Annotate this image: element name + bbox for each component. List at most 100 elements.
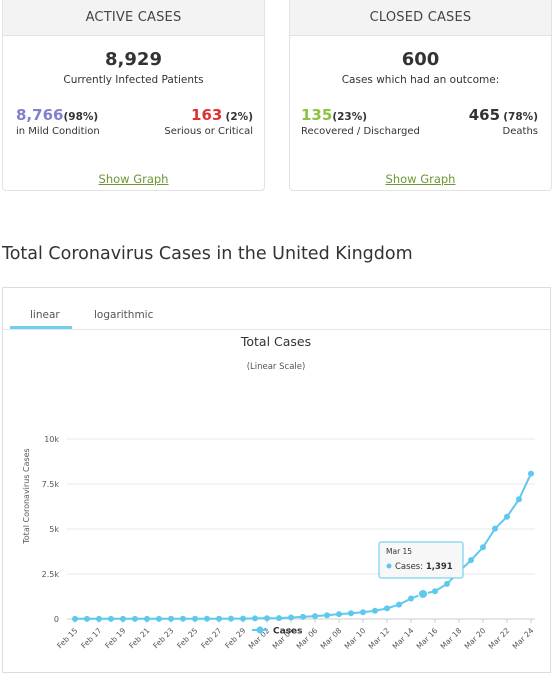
serious-condition-stat: 163 (2%) Serious or Critical bbox=[164, 106, 253, 137]
x-tick-label: Feb 17 bbox=[79, 626, 103, 650]
data-point[interactable] bbox=[108, 615, 114, 622]
data-point[interactable] bbox=[528, 470, 534, 477]
tooltip-series-name: Cases bbox=[395, 562, 421, 572]
tab-linear[interactable]: linear bbox=[30, 309, 60, 321]
closed-show-graph-link[interactable]: Show Graph bbox=[385, 172, 456, 186]
tooltip-series-marker bbox=[386, 563, 392, 569]
x-tick-label: Mar 16 bbox=[415, 626, 440, 651]
mild-condition-stat: 8,766(98%) in Mild Condition bbox=[16, 106, 100, 137]
active-show-graph-link[interactable]: Show Graph bbox=[98, 172, 169, 186]
data-point[interactable] bbox=[516, 496, 522, 503]
x-tick-label: Feb 15 bbox=[55, 626, 79, 650]
mild-count: 8,766 bbox=[16, 106, 64, 124]
data-point[interactable] bbox=[504, 513, 510, 520]
data-point[interactable] bbox=[156, 615, 162, 622]
closed-cases-header: CLOSED CASES bbox=[290, 0, 551, 36]
data-point[interactable] bbox=[240, 615, 246, 622]
tab-active-indicator bbox=[10, 326, 72, 329]
x-tick-label: Mar 14 bbox=[391, 626, 416, 651]
x-tick-label: Feb 21 bbox=[127, 626, 151, 650]
data-point[interactable] bbox=[432, 588, 438, 595]
serious-percent: 2% bbox=[230, 111, 249, 123]
x-tick-label: Mar 22 bbox=[487, 626, 512, 651]
x-tick-label: Feb 29 bbox=[223, 626, 247, 650]
mild-label: in Mild Condition bbox=[16, 126, 100, 137]
data-point[interactable] bbox=[360, 609, 366, 616]
data-point[interactable] bbox=[348, 610, 354, 617]
data-point[interactable] bbox=[324, 612, 330, 619]
chart-title: Total Cases bbox=[240, 334, 311, 349]
deaths-percent: 78% bbox=[508, 111, 534, 123]
recovered-percent: 23% bbox=[337, 111, 363, 123]
data-point[interactable] bbox=[192, 615, 198, 622]
recovered-label: Recovered / Discharged bbox=[301, 126, 420, 137]
y-tick-label: 2.5k bbox=[42, 570, 60, 579]
active-cases-panel: ACTIVE CASES 8,929 Currently Infected Pa… bbox=[2, 0, 265, 191]
tooltip-value: 1,391 bbox=[426, 562, 453, 572]
x-tick-label: Mar 20 bbox=[463, 626, 488, 651]
data-point[interactable] bbox=[180, 615, 186, 622]
recovered-count: 135 bbox=[301, 106, 333, 124]
deaths-count: 465 bbox=[468, 106, 501, 124]
data-point[interactable] bbox=[72, 615, 78, 622]
recovered-stat: 135(23%) Recovered / Discharged bbox=[301, 106, 420, 137]
data-point-highlighted[interactable] bbox=[418, 588, 428, 599]
data-point[interactable] bbox=[96, 615, 102, 622]
closed-cases-total-label: Cases which had an outcome: bbox=[341, 74, 500, 86]
data-point[interactable] bbox=[132, 615, 138, 622]
tooltip-date: Mar 15 bbox=[386, 547, 412, 556]
chart-legend[interactable]: Cases bbox=[252, 626, 303, 637]
data-point[interactable] bbox=[468, 557, 474, 564]
x-tick-label: Feb 23 bbox=[151, 626, 175, 650]
tab-divider bbox=[3, 329, 550, 330]
y-tick-label: 5k bbox=[49, 525, 59, 534]
x-tick-label: Feb 27 bbox=[199, 626, 223, 650]
data-point[interactable] bbox=[312, 613, 318, 620]
data-point[interactable] bbox=[480, 544, 486, 551]
data-point[interactable] bbox=[288, 614, 294, 621]
cases-line-chart: Total Cases (Linear Scale) Total Coronav… bbox=[22, 334, 536, 651]
tab-logarithmic[interactable]: logarithmic bbox=[94, 309, 154, 321]
data-point[interactable] bbox=[396, 601, 402, 608]
y-tick-label: 7.5k bbox=[42, 480, 60, 489]
data-point[interactable] bbox=[336, 611, 342, 618]
y-tick-label: 10k bbox=[44, 435, 59, 444]
y-axis-label: Total Coronavirus Cases bbox=[22, 448, 31, 544]
deaths-stat: 465 (78%) Deaths bbox=[468, 106, 538, 137]
chart-subtitle: (Linear Scale) bbox=[247, 362, 306, 372]
x-tick-label: Mar 12 bbox=[367, 626, 392, 651]
data-point[interactable] bbox=[444, 580, 450, 587]
data-point[interactable] bbox=[168, 615, 174, 622]
data-point[interactable] bbox=[204, 615, 210, 622]
data-point[interactable] bbox=[264, 615, 270, 622]
data-point[interactable] bbox=[216, 615, 222, 622]
active-cases-total-label: Currently Infected Patients bbox=[63, 74, 204, 86]
data-point[interactable] bbox=[492, 525, 498, 532]
data-point[interactable] bbox=[300, 613, 306, 620]
y-tick-label: 0 bbox=[54, 615, 59, 624]
data-point[interactable] bbox=[228, 615, 234, 622]
legend-label-cases: Cases bbox=[273, 627, 303, 637]
section-title: Total Coronavirus Cases in the United Ki… bbox=[2, 244, 413, 264]
data-point[interactable] bbox=[144, 615, 150, 622]
data-point[interactable] bbox=[384, 605, 390, 612]
serious-count: 163 bbox=[191, 106, 223, 124]
svg-text:Cases: 1,391: Cases: 1,391 bbox=[395, 562, 453, 572]
data-point[interactable] bbox=[84, 615, 90, 622]
closed-cases-total: 600 bbox=[401, 49, 440, 70]
x-tick-label: Mar 08 bbox=[319, 626, 344, 651]
data-point[interactable] bbox=[120, 615, 126, 622]
data-point[interactable] bbox=[408, 595, 414, 602]
mild-percent: 98% bbox=[68, 111, 94, 123]
x-tick-label: Mar 24 bbox=[511, 626, 536, 651]
x-tick-label: Mar 18 bbox=[439, 626, 464, 651]
active-cases-total: 8,929 bbox=[105, 49, 162, 70]
tooltip: Mar 15 Cases: 1,391 bbox=[378, 541, 464, 579]
data-point[interactable] bbox=[276, 615, 282, 622]
data-point[interactable] bbox=[252, 615, 258, 622]
x-tick-label: Mar 10 bbox=[343, 626, 368, 651]
data-point[interactable] bbox=[372, 607, 378, 614]
x-tick-label: Feb 19 bbox=[103, 626, 127, 650]
chart-container: linear logarithmic Total Cases (Linear S… bbox=[2, 287, 551, 673]
x-tick-label: Feb 25 bbox=[175, 626, 199, 650]
